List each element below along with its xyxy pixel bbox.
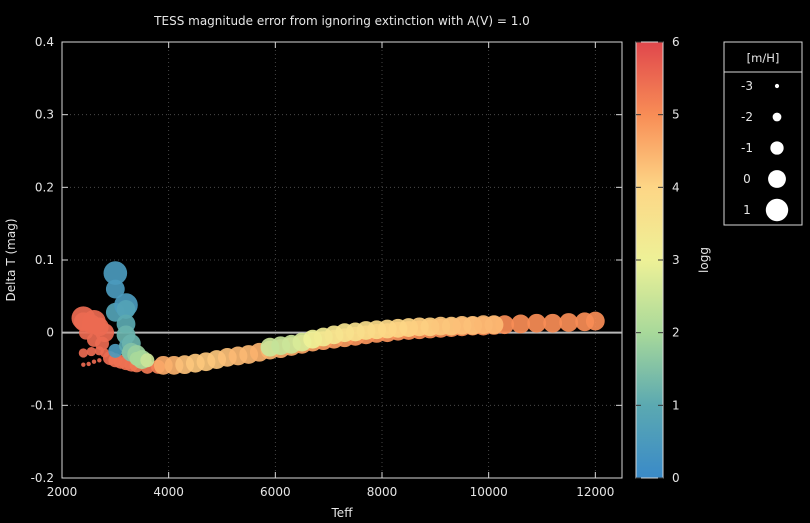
y-axis-label: Delta T (mag) [4, 219, 18, 302]
x-tick-label: 10000 [470, 485, 508, 499]
data-point [81, 362, 86, 367]
y-axis-ticks: -0.2 -0.1 0 0.1 0.2 0.3 0.4 [31, 35, 622, 485]
data-point [116, 300, 136, 319]
data-point [86, 346, 96, 357]
colorbar-tick-label: 1 [672, 398, 680, 412]
x-tick-label: 6000 [260, 485, 291, 499]
data-point [91, 359, 97, 364]
x-axis-label: Teff [331, 506, 354, 520]
size-legend-marker [768, 170, 786, 188]
data-point [585, 311, 605, 331]
size-legend-label: 1 [743, 203, 751, 217]
y-tick-label: 0 [46, 326, 54, 340]
x-tick-label: 2000 [47, 485, 78, 499]
data-point [543, 313, 563, 333]
data-point [86, 361, 91, 367]
scatter-points [71, 261, 605, 375]
colorbar-tick-label: 4 [672, 180, 680, 194]
data-point [103, 261, 128, 285]
y-tick-label: 0.1 [35, 253, 54, 267]
y-tick-label: 0.4 [35, 35, 54, 49]
size-legend-label: -2 [741, 110, 753, 124]
y-tick-label: -0.1 [31, 398, 54, 412]
size-legend-label: 0 [743, 172, 751, 186]
y-tick-label: 0.2 [35, 180, 54, 194]
data-point [484, 315, 504, 335]
data-point [559, 313, 579, 332]
gridlines [62, 42, 622, 478]
colorbar-tick-label: 2 [672, 326, 680, 340]
size-legend-title: [m/H] [747, 51, 780, 65]
size-legend-label: -1 [741, 141, 753, 155]
data-point [511, 314, 531, 334]
data-point [527, 313, 547, 333]
size-legend-box [723, 41, 803, 226]
data-point [105, 279, 125, 299]
y-tick-label: 0.3 [35, 108, 54, 122]
colorbar-ticks: 0 1 2 3 4 5 6 [636, 35, 680, 485]
colorbar-label: logg [697, 247, 711, 273]
x-tick-label: 8000 [367, 485, 398, 499]
size-legend-entries: -3 -2 -1 0 1 [741, 79, 789, 222]
size-legend-marker [774, 83, 780, 89]
size-legend-marker [765, 198, 789, 222]
data-point [140, 353, 155, 368]
colorbar-tick-label: 0 [672, 471, 680, 485]
data-point [78, 348, 88, 358]
x-tick-label: 4000 [153, 485, 184, 499]
colorbar-tick-label: 6 [672, 35, 680, 49]
y-tick-label: -0.2 [31, 471, 54, 485]
colorbar-tick-label: 3 [672, 253, 680, 267]
size-legend-marker [772, 112, 782, 122]
data-point [82, 309, 106, 334]
size-legend-marker [770, 141, 784, 155]
size-legend: [m/H] -3 -2 -1 0 1 [723, 41, 803, 226]
data-point [108, 343, 123, 358]
x-tick-label: 12000 [576, 485, 614, 499]
x-axis-ticks: 2000 4000 6000 8000 10000 12000 [47, 42, 614, 499]
chart-title: TESS magnitude error from ignoring extin… [153, 14, 530, 28]
data-point [97, 358, 102, 363]
colorbar-tick-label: 5 [672, 108, 680, 122]
size-legend-label: -3 [741, 79, 753, 93]
